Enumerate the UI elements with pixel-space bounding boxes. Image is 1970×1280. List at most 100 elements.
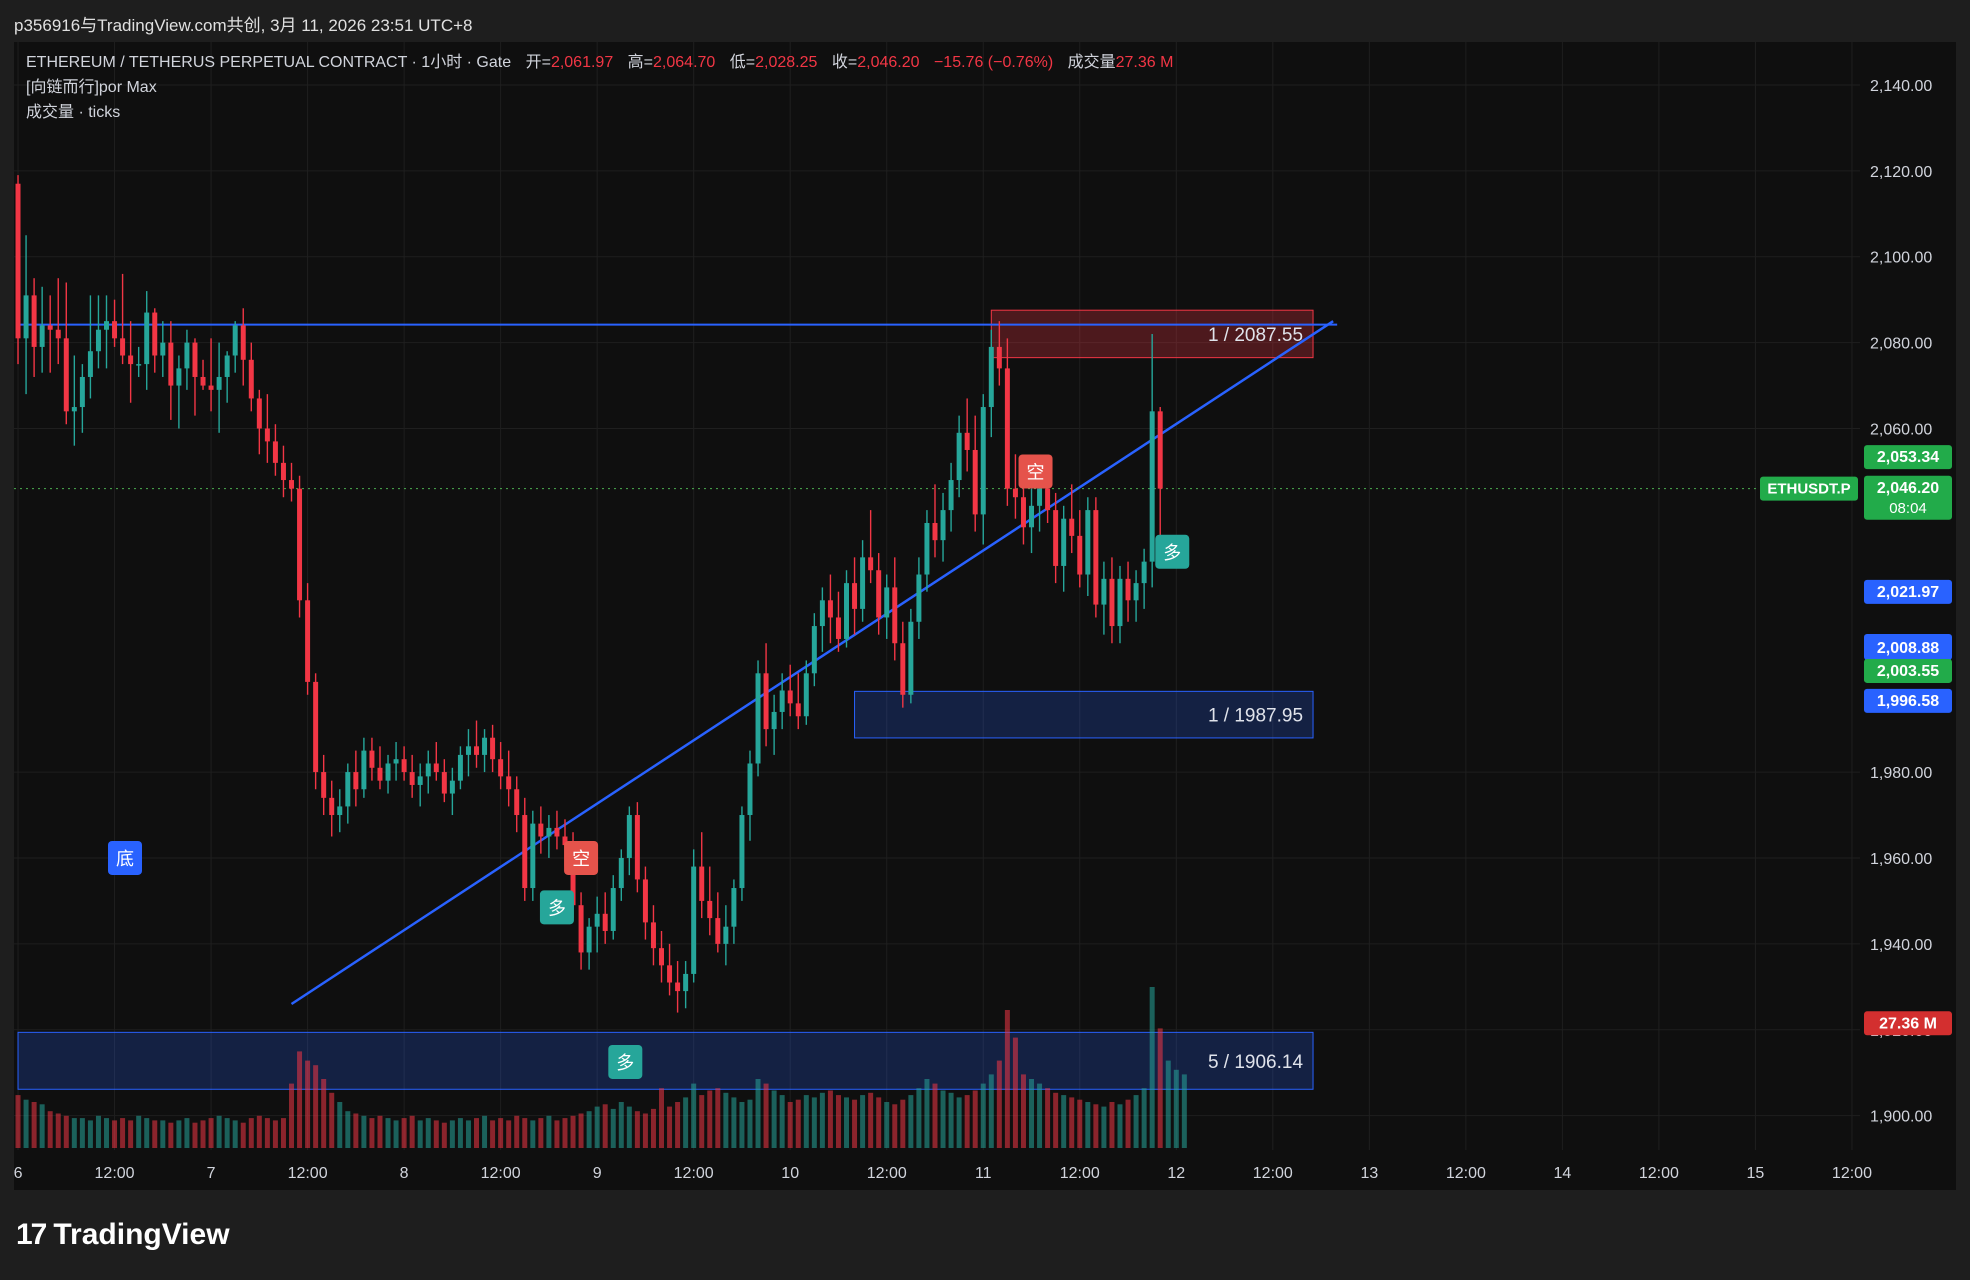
tradingview-logo[interactable]: 17 TradingView xyxy=(16,1218,230,1252)
candle xyxy=(610,875,616,940)
volume-bar xyxy=(522,1118,528,1148)
candle-body xyxy=(562,836,568,846)
candle xyxy=(771,694,777,755)
volume-bar xyxy=(546,1115,552,1148)
candle-body xyxy=(506,776,512,790)
chart-frame[interactable] xyxy=(14,42,1956,1190)
candle-body xyxy=(972,449,978,515)
signal-badge xyxy=(1018,454,1053,489)
candle xyxy=(393,742,399,781)
candle xyxy=(482,729,488,773)
symbol-tag-label: ETHUSDT.P xyxy=(1767,481,1850,498)
candle-body xyxy=(417,776,423,785)
candle-body xyxy=(63,338,69,412)
candle xyxy=(1004,338,1010,506)
volume-bar xyxy=(465,1120,471,1148)
legend-volume-label: 成交量 xyxy=(1067,54,1116,71)
symbol-tag xyxy=(1760,476,1858,501)
candle xyxy=(168,321,174,420)
volume-bar xyxy=(409,1115,415,1148)
candle xyxy=(827,574,833,644)
x-tick-label: 15 xyxy=(1747,1165,1765,1182)
signal-text: 空 xyxy=(1027,462,1045,482)
candle xyxy=(152,308,158,373)
volume-bar xyxy=(417,1120,423,1148)
candle xyxy=(683,961,689,1009)
candle-body xyxy=(707,900,713,919)
candle xyxy=(474,720,479,768)
candle xyxy=(811,613,817,687)
volume-bar xyxy=(1085,1102,1091,1148)
volume-bar xyxy=(490,1120,496,1148)
candle-body xyxy=(522,815,528,889)
legend-symbol[interactable]: ETHEREUM / TETHERUS PERPETUAL CONTRACT ·… xyxy=(26,54,512,71)
candle-body xyxy=(884,587,890,618)
volume-bar xyxy=(401,1118,407,1148)
legend-indicator-2[interactable]: 成交量 · ticks xyxy=(26,104,121,121)
candle xyxy=(1117,565,1123,644)
x-tick-label: 12:00 xyxy=(867,1165,907,1182)
volume-bar xyxy=(240,1122,246,1148)
candle-body xyxy=(377,767,383,781)
candle xyxy=(924,510,930,592)
volume-bar xyxy=(932,1083,938,1148)
candle-body xyxy=(232,325,238,356)
volume-bar xyxy=(988,1074,994,1148)
volume-bar xyxy=(1141,1088,1147,1148)
legend-indicator-1[interactable]: [向链而行]por Max xyxy=(26,79,157,96)
candle-body xyxy=(15,183,21,339)
y-tick-label: 2,100.00 xyxy=(1870,250,1932,267)
candle-body xyxy=(208,385,214,390)
volume-bar xyxy=(112,1120,118,1148)
candle xyxy=(1012,454,1018,519)
candle xyxy=(433,742,439,781)
candle-body xyxy=(626,815,632,858)
y-tick-label: 1,980.00 xyxy=(1870,765,1932,782)
volume-bar xyxy=(353,1113,359,1148)
candle-body xyxy=(289,480,294,489)
candle-body xyxy=(1085,510,1091,575)
volume-bar xyxy=(876,1097,882,1148)
candle-body xyxy=(1053,510,1059,566)
y-tick-label: 1,940.00 xyxy=(1870,937,1932,954)
candle xyxy=(353,750,359,807)
candle-body xyxy=(634,815,640,880)
candle xyxy=(514,776,520,833)
volume-bar xyxy=(168,1122,174,1148)
candle-body xyxy=(1109,578,1115,627)
candle-body xyxy=(104,321,109,330)
volume-bar xyxy=(835,1095,841,1148)
volume-bar xyxy=(860,1095,866,1148)
candle xyxy=(465,729,471,777)
x-tick-label: 12:00 xyxy=(1639,1165,1679,1182)
candle xyxy=(650,905,656,966)
volume-bar xyxy=(699,1095,705,1148)
volume-bar xyxy=(626,1106,632,1148)
candle-body xyxy=(1133,583,1139,601)
volume-bar xyxy=(482,1115,488,1148)
price-tag xyxy=(1864,688,1952,713)
legend-high-label: 高= xyxy=(627,54,654,71)
candle-body xyxy=(87,351,93,377)
candle xyxy=(39,286,45,373)
signal-text: 底 xyxy=(116,849,134,869)
candle xyxy=(79,364,85,433)
candle xyxy=(417,763,423,807)
candle xyxy=(554,810,560,850)
level-box-label: 5 / 1906.14 xyxy=(1208,1052,1304,1073)
candle xyxy=(71,355,77,446)
volume-bar xyxy=(731,1097,737,1148)
volume-bar xyxy=(1012,1037,1018,1148)
x-tick-label: 8 xyxy=(400,1165,409,1182)
volume-bar xyxy=(972,1090,978,1148)
volume-bar xyxy=(248,1118,254,1148)
candle-body xyxy=(256,398,262,429)
y-tick-label: 2,140.00 xyxy=(1870,78,1932,95)
candle-body xyxy=(988,346,994,408)
volume-bar xyxy=(771,1090,777,1148)
candle-body xyxy=(39,325,45,347)
candle xyxy=(369,737,375,781)
candle-body xyxy=(602,913,608,931)
candle-body xyxy=(1061,518,1067,566)
